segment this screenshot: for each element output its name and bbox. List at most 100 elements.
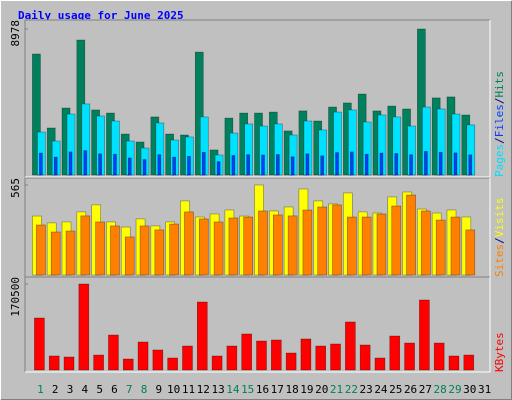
bar <box>243 216 253 276</box>
x-tick-label: 14 <box>226 383 240 396</box>
bar <box>285 352 297 371</box>
bar <box>241 333 252 371</box>
bar <box>468 154 473 176</box>
bar <box>463 354 475 371</box>
bar <box>361 216 372 276</box>
bar <box>424 151 428 176</box>
bar <box>231 155 236 176</box>
bar <box>154 229 165 276</box>
bar <box>290 156 295 176</box>
bar <box>34 317 45 371</box>
bar <box>139 225 150 276</box>
bar <box>394 153 399 176</box>
bar <box>167 357 178 371</box>
bar <box>300 338 312 371</box>
x-tick-label: 29 <box>448 383 461 396</box>
x-tick-label: 16 <box>256 383 269 396</box>
bar <box>113 153 117 176</box>
legend-entry: Pages <box>493 144 506 177</box>
bar <box>68 151 73 176</box>
bar <box>211 355 223 371</box>
x-tick-label: 2 <box>52 383 59 396</box>
bar <box>198 218 209 276</box>
bar <box>110 225 120 276</box>
bar <box>187 155 191 176</box>
bar <box>36 224 46 276</box>
bar <box>95 221 105 276</box>
bar <box>246 154 250 176</box>
bar <box>216 161 221 176</box>
bar <box>152 349 164 371</box>
x-tick-label: 15 <box>241 383 254 396</box>
bar <box>433 342 445 371</box>
bar <box>320 155 325 176</box>
bar <box>302 209 313 276</box>
bar <box>453 152 458 176</box>
legend-entry: Hits <box>493 71 506 98</box>
x-tick-label: 20 <box>315 383 328 396</box>
bar <box>228 217 239 276</box>
bar <box>417 28 426 176</box>
bar <box>157 154 162 176</box>
x-tick-label: 11 <box>182 383 195 396</box>
bar <box>137 341 149 371</box>
bar <box>169 223 179 276</box>
bar <box>350 151 354 176</box>
x-tick-label: 6 <box>111 383 118 396</box>
x-tick-label: 25 <box>389 383 402 396</box>
bar <box>330 343 341 371</box>
bar <box>48 355 60 371</box>
bar <box>347 216 357 276</box>
bar <box>359 344 371 371</box>
x-tick-label: 18 <box>285 383 298 396</box>
x-tick-label: 8 <box>141 383 148 396</box>
bar <box>32 53 41 176</box>
x-tick-label: 23 <box>360 383 373 396</box>
x-tick-label: 3 <box>67 383 74 396</box>
bar <box>194 51 204 176</box>
bar <box>93 354 104 371</box>
bar <box>374 357 386 371</box>
bar <box>261 154 265 176</box>
bar <box>98 153 102 176</box>
legend: KBytes <box>493 332 506 372</box>
y-tick-label: 565 <box>9 178 22 198</box>
bar <box>404 342 415 371</box>
x-tick-label: 31 <box>478 383 491 396</box>
bar <box>63 356 75 371</box>
panel-border <box>24 177 490 277</box>
x-tick-label: 12 <box>197 383 210 396</box>
x-tick-label: 4 <box>82 383 89 396</box>
x-tick-label: 26 <box>404 383 417 396</box>
bar <box>80 215 91 276</box>
x-tick-label: 13 <box>211 383 224 396</box>
x-tick-label: 5 <box>96 383 103 396</box>
bar <box>142 159 147 176</box>
bar <box>438 151 443 176</box>
bar <box>450 216 461 276</box>
bar <box>465 229 476 276</box>
panel-border <box>25 277 491 373</box>
legend-entry: KBytes <box>493 332 506 372</box>
bar <box>39 152 43 176</box>
x-tick-label: 21 <box>330 383 343 396</box>
x-tick-label: 27 <box>419 383 432 396</box>
legend-entry: Files <box>493 104 506 137</box>
x-tick-label: 9 <box>156 383 163 396</box>
bar <box>65 230 76 276</box>
bar <box>53 156 58 176</box>
y-tick-label: 8978 <box>9 20 22 47</box>
bar <box>391 205 402 276</box>
bar <box>419 299 430 371</box>
bar <box>271 339 282 371</box>
bar <box>389 335 401 371</box>
bar <box>83 150 88 176</box>
bar <box>317 206 328 276</box>
bar <box>256 340 267 371</box>
bar <box>258 210 268 276</box>
panel-border <box>24 276 490 372</box>
bar <box>127 157 132 176</box>
x-tick-label: 22 <box>345 383 358 396</box>
x-tick-label: 24 <box>374 383 388 396</box>
